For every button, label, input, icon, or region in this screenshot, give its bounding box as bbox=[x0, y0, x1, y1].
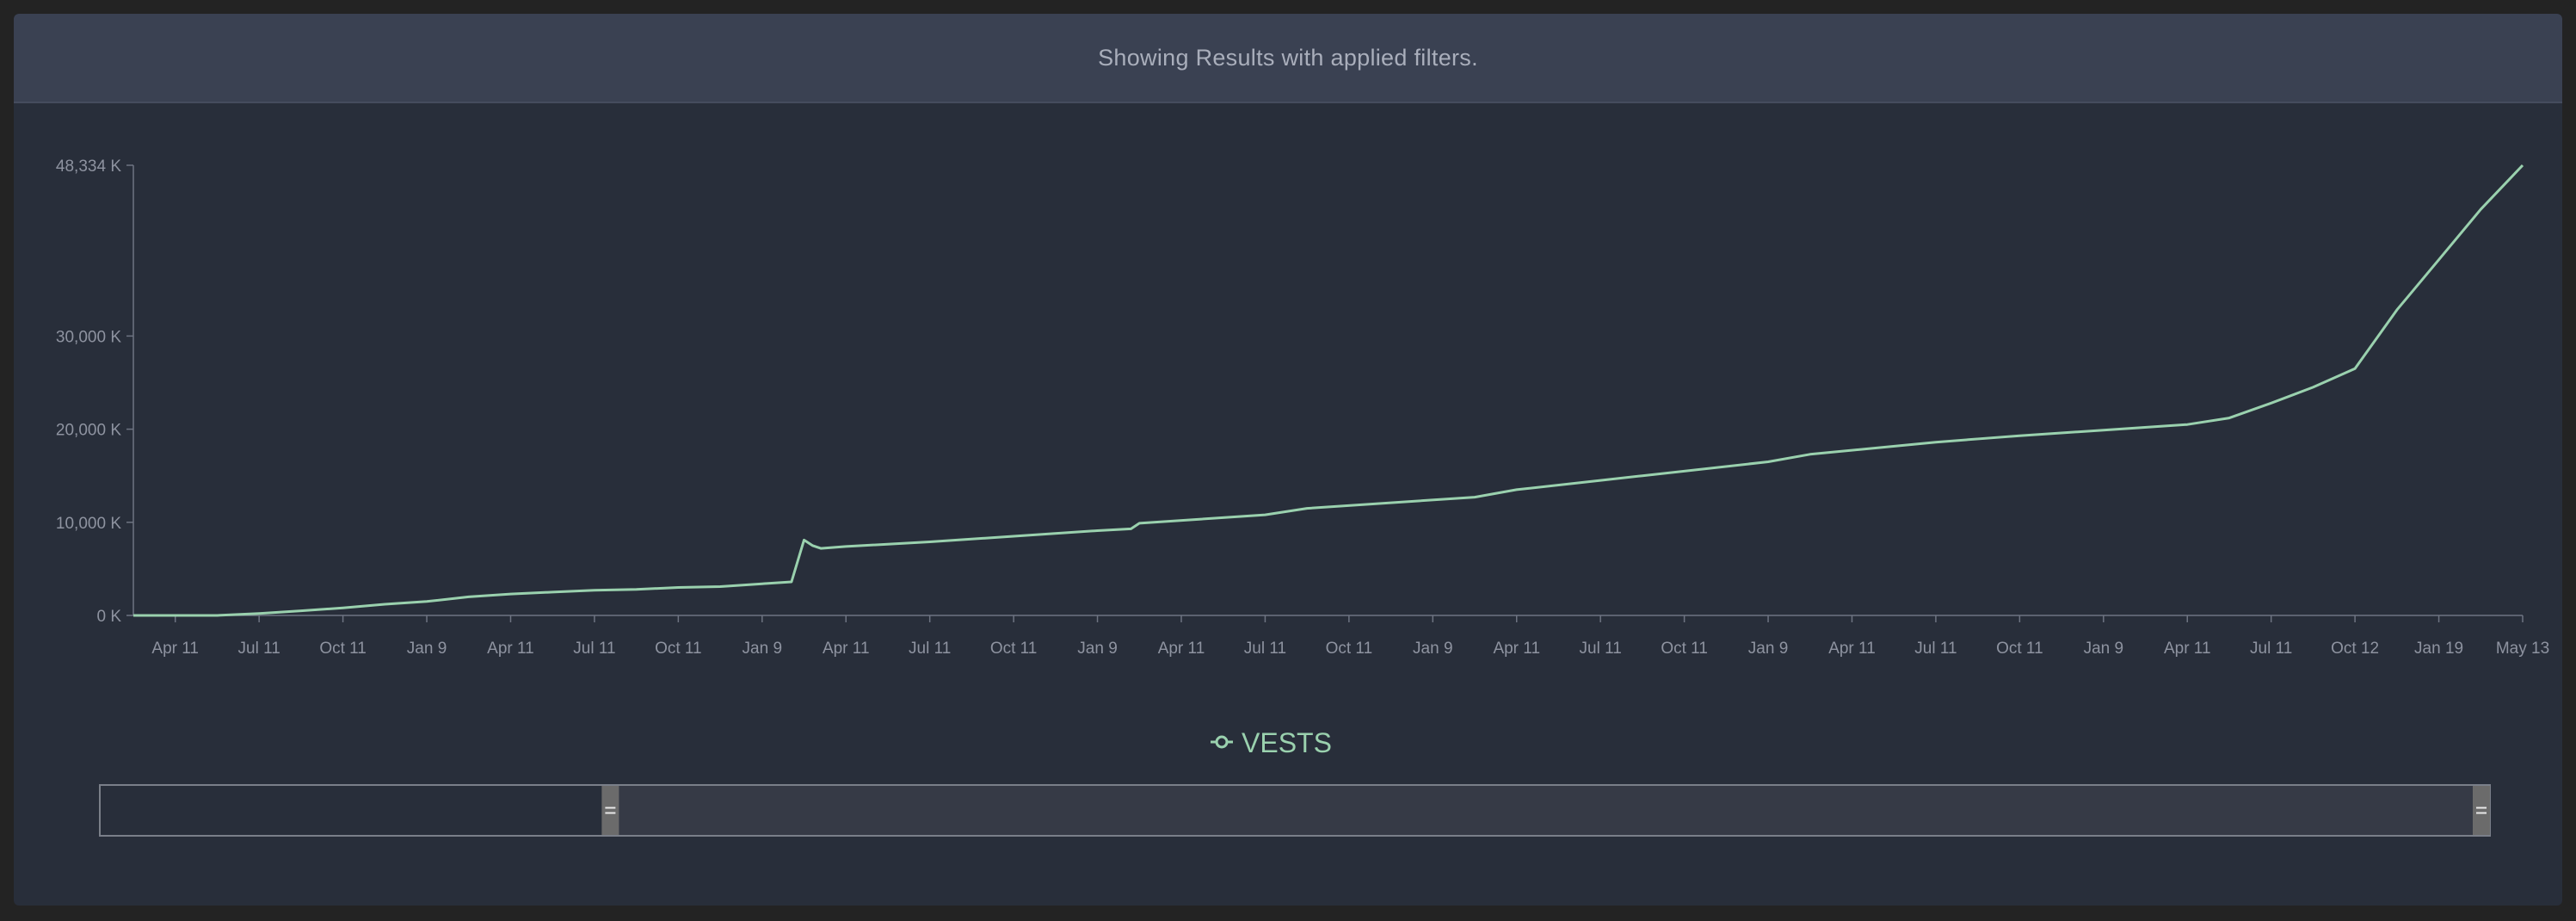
x-tick-label: Jan 9 bbox=[2084, 640, 2123, 658]
x-tick-label: Jul 11 bbox=[1914, 640, 1957, 658]
y-tick-label: 48,334 K bbox=[56, 158, 121, 176]
x-tick-label: Apr 11 bbox=[823, 640, 870, 658]
x-tick-label: Apr 11 bbox=[1158, 640, 1205, 658]
x-tick-label: Apr 11 bbox=[487, 640, 534, 658]
filter-banner: Showing Results with applied filters. bbox=[14, 14, 2562, 103]
x-tick-label: Jan 9 bbox=[1077, 640, 1117, 658]
brush-handle-end[interactable] bbox=[2473, 786, 2490, 835]
x-tick-label: Apr 11 bbox=[151, 640, 199, 658]
x-tick-label: Jan 9 bbox=[743, 640, 782, 658]
brush-handle-start-bar[interactable] bbox=[601, 786, 619, 835]
x-tick-label: Jul 11 bbox=[573, 640, 615, 658]
x-tick-label: Oct 11 bbox=[1326, 640, 1373, 658]
x-tick-label: Oct 11 bbox=[990, 640, 1038, 658]
brush-handle-start[interactable] bbox=[601, 786, 619, 835]
y-tick-label: 10,000 K bbox=[56, 515, 121, 533]
legend-dot-icon bbox=[1215, 735, 1229, 749]
legend[interactable]: VESTS bbox=[1211, 727, 1332, 758]
x-tick-label: Jan 19 bbox=[2414, 640, 2463, 658]
range-brush[interactable] bbox=[99, 784, 2491, 837]
brush-handle-end-bar[interactable] bbox=[2473, 786, 2490, 835]
x-tick-label: Oct 11 bbox=[1996, 640, 2043, 658]
brush-selection[interactable] bbox=[601, 786, 2491, 835]
y-tick-label: 0 K bbox=[96, 608, 121, 626]
x-tick-label: Jul 11 bbox=[2250, 640, 2292, 658]
filter-banner-text: Showing Results with applied filters. bbox=[1098, 44, 1478, 71]
x-tick-label: May 13 bbox=[2496, 640, 2549, 658]
x-tick-label: Apr 11 bbox=[1828, 640, 1876, 658]
x-tick-label: Oct 11 bbox=[655, 640, 702, 658]
x-tick-label: Oct 12 bbox=[2331, 640, 2379, 658]
x-tick-label: Oct 11 bbox=[319, 640, 367, 658]
series-line-vests bbox=[133, 164, 2524, 617]
y-axis: 0 K 10,000 K 20,000 K 30,000 K 48,334 K bbox=[56, 158, 134, 626]
x-tick-label: Jan 9 bbox=[1413, 640, 1452, 658]
legend-label-vests[interactable]: VESTS bbox=[1242, 727, 1332, 758]
x-tick-label: Jul 11 bbox=[1580, 640, 1622, 658]
y-tick-label: 20,000 K bbox=[56, 422, 121, 440]
x-tick-label: Jan 9 bbox=[407, 640, 447, 658]
x-axis: Apr 11 Jul 11 Oct 11 Jan 9 Apr 11 Jul 11 Oct 1… bbox=[133, 615, 2549, 658]
x-tick-label: Apr 11 bbox=[2164, 640, 2211, 658]
x-tick-label: Jul 11 bbox=[1244, 640, 1286, 658]
x-tick-label: Oct 11 bbox=[1661, 640, 1708, 658]
x-tick-label: Apr 11 bbox=[1493, 640, 1540, 658]
x-tick-label: Jul 11 bbox=[238, 640, 280, 658]
y-tick-label: 30,000 K bbox=[56, 328, 121, 346]
chart-panel: Showing Results with applied filters. bbox=[14, 14, 2562, 906]
series-layer bbox=[133, 164, 2524, 617]
x-tick-label: Jan 9 bbox=[1748, 640, 1788, 658]
x-tick-label: Jul 11 bbox=[909, 640, 951, 658]
